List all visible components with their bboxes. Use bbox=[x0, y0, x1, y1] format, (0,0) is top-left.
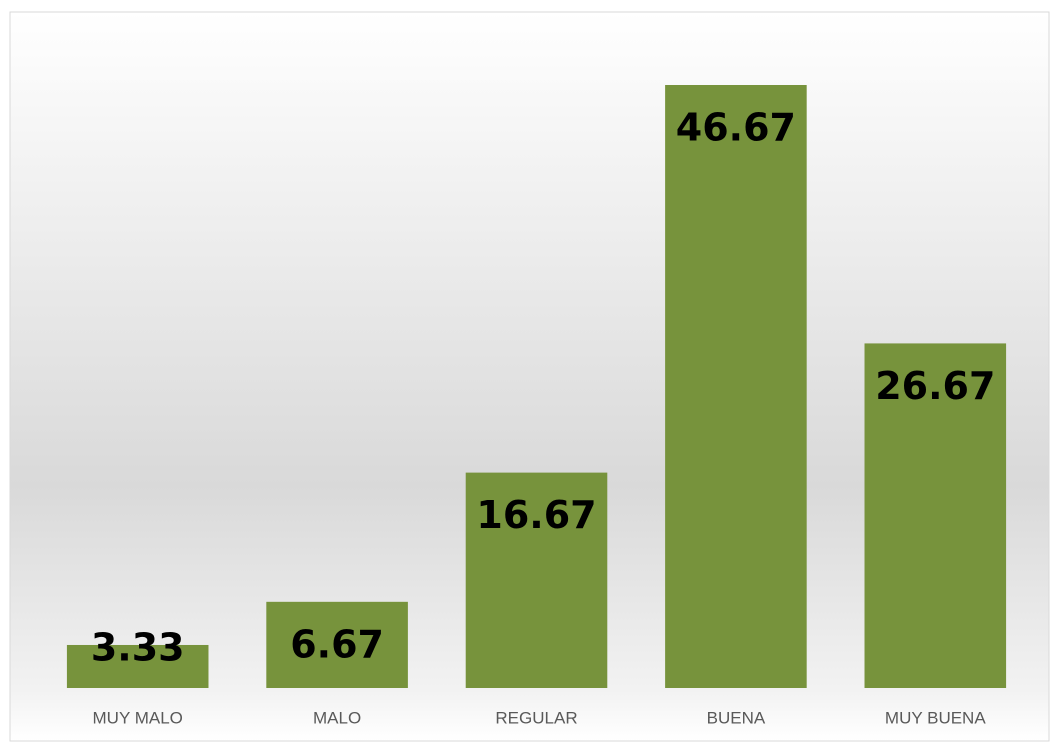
bar bbox=[66, 644, 209, 688]
x-tick-label: MALO bbox=[313, 708, 361, 727]
bar bbox=[465, 472, 608, 688]
bar bbox=[665, 85, 807, 688]
data-label: 16.67 bbox=[476, 493, 596, 537]
bar bbox=[266, 601, 408, 688]
data-label: 6.67 bbox=[290, 622, 384, 666]
x-tick-label: BUENA bbox=[707, 708, 766, 727]
x-tick-label: MUY BUENA bbox=[885, 708, 986, 727]
x-tick-label: MUY MALO bbox=[93, 708, 183, 727]
data-label: 3.33 bbox=[91, 626, 185, 670]
data-label: 26.67 bbox=[875, 364, 995, 408]
x-tick-label: REGULAR bbox=[495, 708, 577, 727]
data-label: 46.67 bbox=[676, 106, 796, 150]
bar bbox=[864, 343, 1007, 688]
